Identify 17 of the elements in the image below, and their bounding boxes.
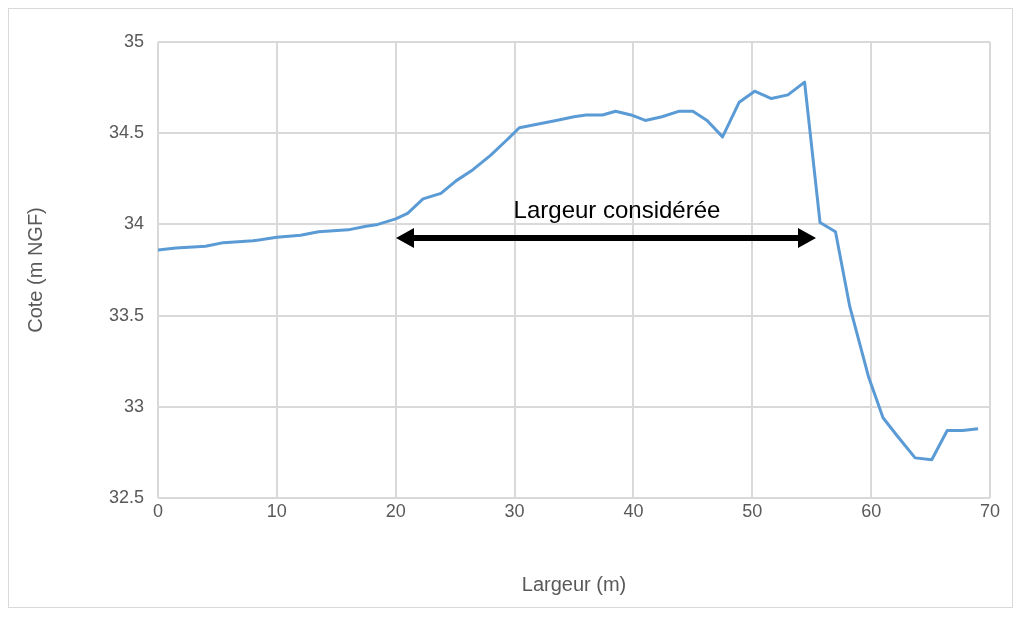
x-tick-label: 0 <box>152 500 164 521</box>
x-tick-label: 50 <box>742 500 763 521</box>
y-axis-title: Cote (m NGF) <box>23 207 46 333</box>
y-tick-label: 34.5 <box>108 122 144 143</box>
y-tick-label: 32.5 <box>108 486 144 507</box>
y-tick-label: 33 <box>123 395 144 416</box>
x-tick-label: 40 <box>623 500 644 521</box>
x-tick-label: 10 <box>266 500 287 521</box>
x-tick-label: 70 <box>979 500 1001 521</box>
x-tick-label: 60 <box>861 500 882 521</box>
y-tick-label: 35 <box>123 30 144 51</box>
x-axis-title: Largeur (m) <box>521 572 627 595</box>
x-tick-label: 20 <box>385 500 406 521</box>
annotation: Largeur considérée <box>513 195 721 223</box>
y-tick-label: 34 <box>123 213 144 234</box>
y-tick-label: 33.5 <box>108 304 144 325</box>
x-tick-label: 30 <box>504 500 525 521</box>
